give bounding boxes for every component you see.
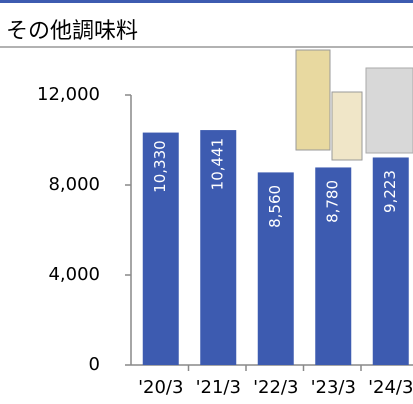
x-tick-label: '23/3 [311,377,356,398]
product-image [296,50,330,150]
value-label: 8,560 [266,185,284,228]
x-tick-label: '21/3 [196,377,241,398]
value-label: 8,780 [324,180,342,223]
header-band [0,0,413,3]
x-tick-label: '24/3 [368,377,413,398]
y-tick-label: 8,000 [48,174,100,195]
x-tick-label: '22/3 [253,377,298,398]
chart: その他調味料 0 4,000 8,000 12,000 '20/3 10,330 '21/3… [0,0,413,404]
value-label: 10,330 [151,140,169,193]
product-image [332,92,362,160]
product-images [296,50,413,160]
chart-title: その他調味料 [6,19,138,44]
x-tick-label: '20/3 [138,377,183,398]
product-image [366,68,413,153]
value-label: 9,223 [381,170,399,213]
value-label: 10,441 [209,138,227,191]
y-tick-label: 4,000 [48,264,100,285]
y-tick-label: 0 [89,354,100,375]
y-tick-label: 12,000 [37,84,100,105]
